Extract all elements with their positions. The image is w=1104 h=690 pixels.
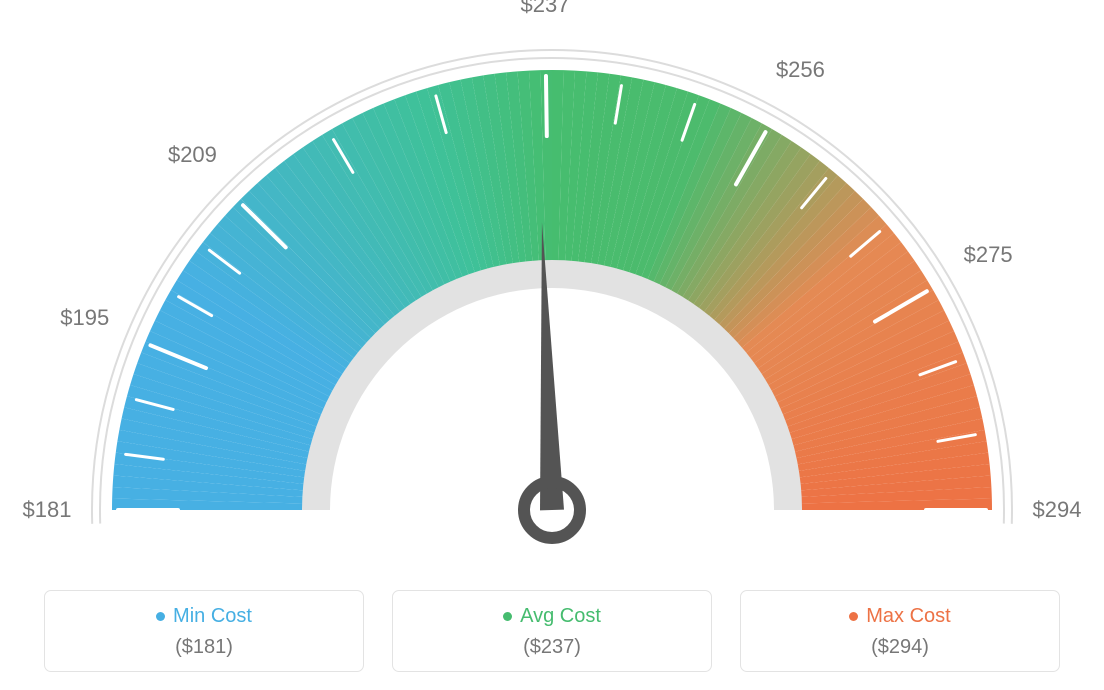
gauge-tick-label: $209 (168, 142, 217, 168)
dot-icon (156, 612, 165, 621)
legend-max-label: Max Cost (866, 605, 950, 628)
legend-max-value: ($294) (751, 636, 1049, 659)
gauge-tick-label: $256 (776, 57, 825, 83)
gauge-tick-label: $237 (520, 0, 569, 18)
legend-min-title: Min Cost (156, 605, 252, 628)
legend-min-label: Min Cost (173, 605, 252, 628)
gauge-svg (0, 0, 1104, 560)
dot-icon (849, 612, 858, 621)
legend-max: Max Cost ($294) (740, 590, 1060, 672)
gauge-tick-label: $294 (1033, 497, 1082, 523)
legend-row: Min Cost ($181) Avg Cost ($237) Max Cost… (0, 590, 1104, 672)
gauge-tick-label: $181 (23, 497, 72, 523)
legend-avg: Avg Cost ($237) (392, 590, 712, 672)
legend-avg-title: Avg Cost (503, 605, 601, 628)
gauge-tick-label: $275 (964, 242, 1013, 268)
gauge-area: $181 $195 $209 $237 $256 $275 $294 (0, 0, 1104, 560)
legend-max-title: Max Cost (849, 605, 950, 628)
gauge-tick-label: $195 (60, 305, 109, 331)
cost-gauge-chart: $181 $195 $209 $237 $256 $275 $294 Min Cost ($… (0, 0, 1104, 690)
legend-avg-value: ($237) (403, 636, 701, 659)
legend-min: Min Cost ($181) (44, 590, 364, 672)
legend-min-value: ($181) (55, 636, 353, 659)
dot-icon (503, 612, 512, 621)
legend-avg-label: Avg Cost (520, 605, 601, 628)
